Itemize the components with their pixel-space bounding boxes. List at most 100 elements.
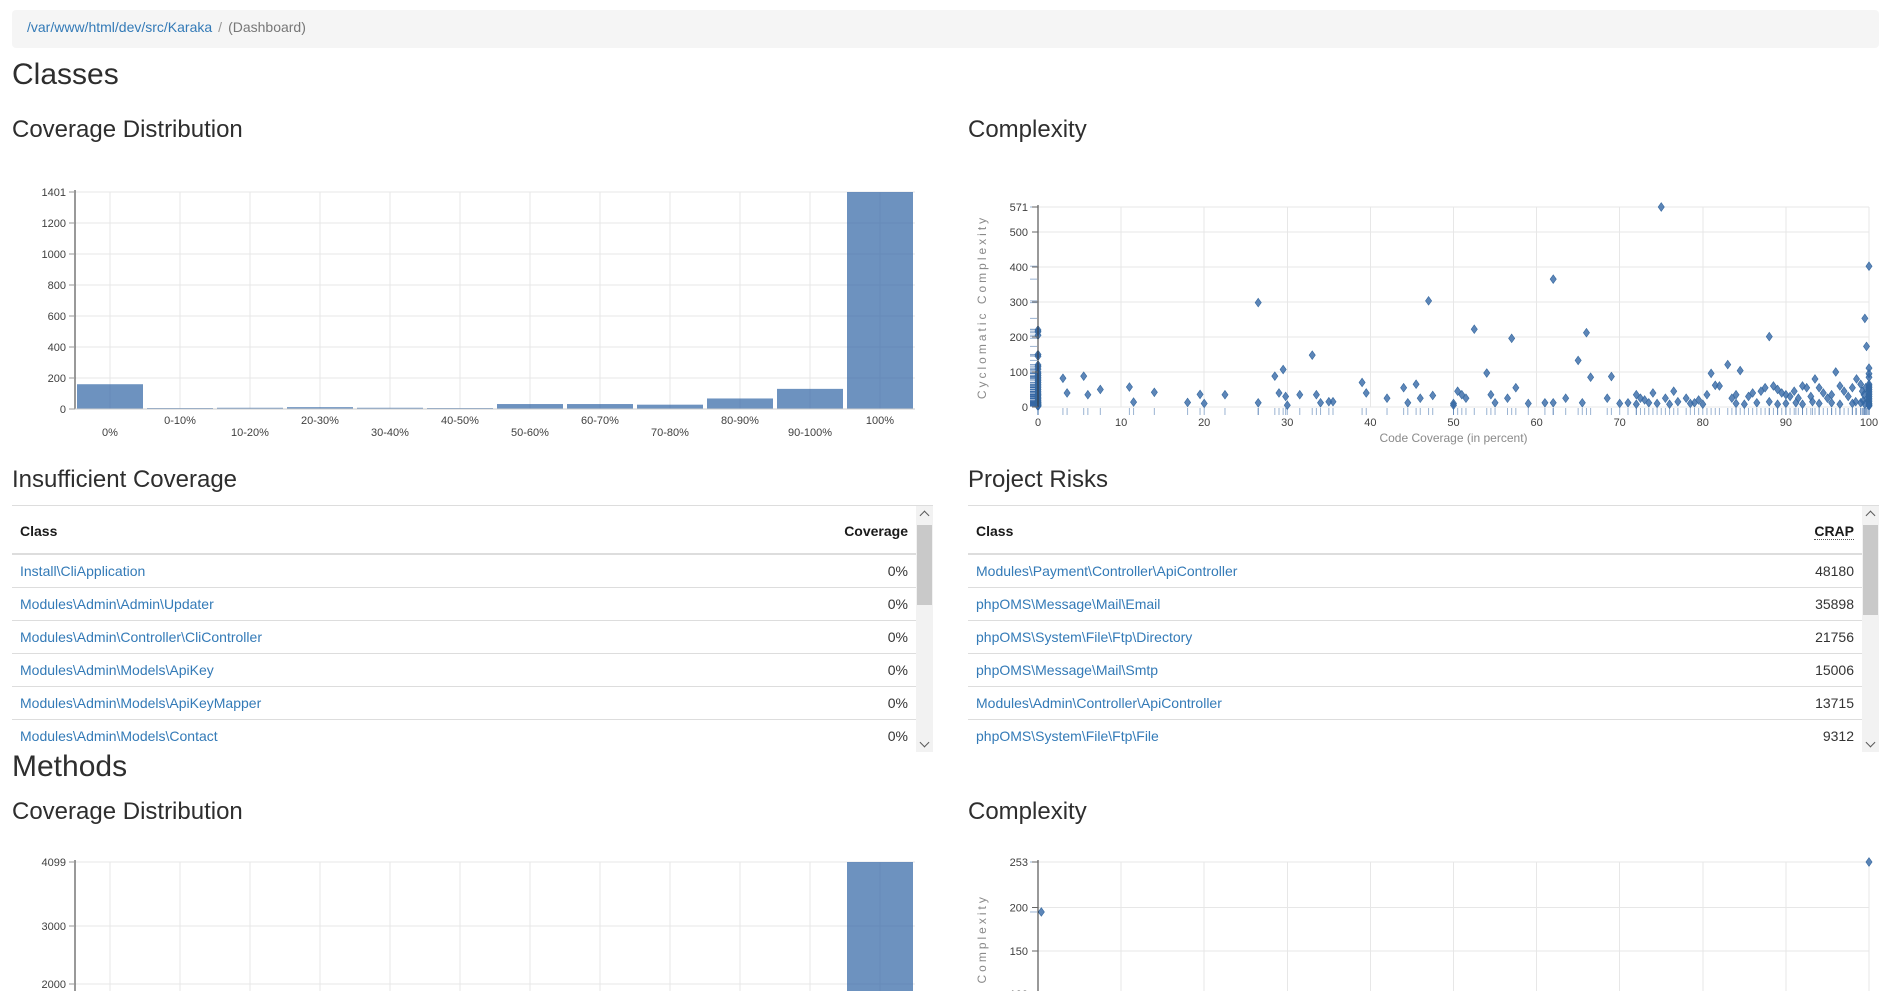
value-cell: 0% [702, 719, 916, 752]
class-link[interactable]: Modules\Admin\Controller\CliController [20, 629, 262, 645]
table-row: Modules\Admin\Models\Contact 0% [12, 719, 916, 752]
class-link[interactable]: Install\CliApplication [20, 563, 146, 579]
svg-text:30-40%: 30-40% [371, 427, 409, 439]
svg-text:500: 500 [1010, 227, 1028, 239]
table-row: phpOMS\System\File\Ftp\File 9312 [968, 719, 1862, 752]
value-cell: 48180 [1712, 554, 1862, 588]
scrollbar-thumb[interactable] [1863, 525, 1878, 615]
scrollbar-thumb[interactable] [917, 525, 932, 605]
insufficient-coverage-panel: Class Coverage Install\CliApplication 0% M… [12, 505, 933, 752]
svg-text:60: 60 [1530, 417, 1542, 429]
value-cell: 0% [702, 686, 916, 720]
table-scrollbar[interactable] [1862, 506, 1879, 752]
class-link[interactable]: phpOMS\System\File\Ftp\Directory [976, 629, 1193, 645]
svg-text:40-50%: 40-50% [441, 415, 479, 427]
value-cell: 0% [702, 653, 916, 687]
breadcrumb: /var/www/html/dev/src/Karaka / (Dashboard) [12, 10, 1879, 48]
value-cell: 13715 [1712, 686, 1862, 720]
svg-text:400: 400 [48, 342, 66, 354]
class-link[interactable]: phpOMS\Message\Mail\Email [976, 596, 1161, 612]
svg-text:20-30%: 20-30% [301, 415, 339, 427]
project-risks-title: Project Risks [968, 466, 1109, 493]
scroll-down-button[interactable] [916, 735, 933, 752]
svg-text:80: 80 [1697, 417, 1709, 429]
classes-coverage-distribution-title: Coverage Distribution [12, 116, 243, 143]
column-header-class: Class [968, 506, 1713, 555]
scatter-points [1037, 857, 1873, 917]
project-risks-table: Class CRAP Modules\Payment\Controller\Ap… [968, 506, 1862, 752]
svg-text:70: 70 [1614, 417, 1626, 429]
value-cell: 0% [702, 620, 916, 654]
class-link[interactable]: phpOMS\System\File\Ftp\File [976, 728, 1159, 744]
svg-text:200: 200 [1010, 903, 1028, 915]
gridlines [1037, 206, 1870, 408]
x-axis-label: Code Coverage (in percent) [1379, 431, 1527, 445]
svg-text:253: 253 [1010, 857, 1028, 869]
svg-text:400: 400 [1010, 262, 1028, 274]
scroll-up-button[interactable] [1862, 506, 1879, 523]
classes-complexity-title: Complexity [968, 116, 1087, 143]
table-scrollbar[interactable] [916, 506, 933, 752]
svg-text:90-100%: 90-100% [788, 427, 832, 439]
class-link[interactable]: Modules\Admin\Controller\ApiController [976, 695, 1222, 711]
value-cell: 0% [702, 554, 916, 588]
column-header-crap: CRAP [1712, 506, 1862, 555]
svg-text:10-20%: 10-20% [231, 427, 269, 439]
classes-section-title: Classes [12, 58, 119, 91]
value-cell: 0% [702, 587, 916, 621]
table-row: Install\CliApplication 0% [12, 554, 916, 588]
svg-text:60-70%: 60-70% [581, 415, 619, 427]
class-link[interactable]: phpOMS\Message\Mail\Smtp [976, 662, 1159, 678]
value-cell: 21756 [1712, 620, 1862, 654]
distribution-rug [1030, 206, 1870, 415]
bars [847, 862, 913, 991]
axes: 0 100 200 300 400 500 571 0 10 20 30 40 50 60 70 80 90 10… [975, 202, 1878, 445]
gridlines [1037, 861, 1870, 991]
svg-text:1000: 1000 [42, 249, 66, 261]
svg-text:100: 100 [1010, 367, 1028, 379]
svg-text:2000: 2000 [42, 979, 66, 991]
svg-text:50: 50 [1447, 417, 1459, 429]
svg-text:40: 40 [1364, 417, 1376, 429]
svg-text:0: 0 [1022, 402, 1028, 414]
class-link[interactable]: Modules\Admin\Models\Contact [20, 728, 218, 744]
axes: 010002000300040990%0-10%10-20%20-30%30-4… [42, 857, 76, 991]
classes-complexity-chart: 0 100 200 300 400 500 571 0 10 20 30 40 50 60 70 80 90 10… [975, 202, 1878, 445]
svg-text:70-80%: 70-80% [651, 427, 689, 439]
class-link[interactable]: Modules\Payment\Controller\ApiController [976, 563, 1238, 579]
breadcrumb-path-link[interactable]: /var/www/html/dev/src/Karaka [27, 19, 213, 35]
svg-text:50-60%: 50-60% [511, 427, 549, 439]
table-row: Modules\Admin\Models\ApiKeyMapper 0% [12, 686, 916, 720]
methods-coverage-distribution-chart: 010002000300040990%0-10%10-20%20-30%30-4… [42, 857, 915, 991]
insufficient-coverage-title: Insufficient Coverage [12, 466, 238, 493]
insufficient-coverage-table: Class Coverage Install\CliApplication 0% M… [12, 506, 916, 752]
scroll-up-button[interactable] [916, 506, 933, 523]
methods-complexity-title: Complexity [968, 798, 1087, 825]
table-row: phpOMS\Message\Mail\Email 35898 [968, 587, 1862, 621]
class-link[interactable]: Modules\Admin\Models\ApiKey [20, 662, 214, 678]
svg-text:571: 571 [1010, 202, 1028, 214]
svg-text:300: 300 [1010, 297, 1028, 309]
svg-text:30: 30 [1281, 417, 1293, 429]
svg-text:100: 100 [1010, 989, 1028, 991]
svg-text:800: 800 [48, 280, 66, 292]
svg-text:3000: 3000 [42, 921, 66, 933]
svg-text:0: 0 [60, 404, 66, 416]
methods-coverage-distribution-title: Coverage Distribution [12, 798, 243, 825]
class-link[interactable]: Modules\Admin\Models\ApiKeyMapper [20, 695, 262, 711]
scroll-down-button[interactable] [1862, 735, 1879, 752]
table-row: Modules\Payment\Controller\ApiController… [968, 554, 1862, 588]
svg-text:0: 0 [1035, 417, 1041, 429]
axes: 0 200 400 600 800 1000 1200 1401 0% 0-10% 10-20% 20… [42, 187, 915, 439]
svg-text:1401: 1401 [42, 187, 66, 199]
gridlines [75, 861, 915, 991]
class-link[interactable]: Modules\Admin\Admin\Updater [20, 596, 214, 612]
y-axis-label: Cyclomatic Complexity [975, 215, 989, 399]
distribution-rug [1030, 861, 1037, 913]
column-header-class: Class [12, 506, 703, 555]
chevron-up-icon [1865, 510, 1876, 521]
y-axis-label: Method Complexity [975, 894, 989, 991]
svg-text:200: 200 [48, 373, 66, 385]
svg-text:1200: 1200 [42, 218, 66, 230]
